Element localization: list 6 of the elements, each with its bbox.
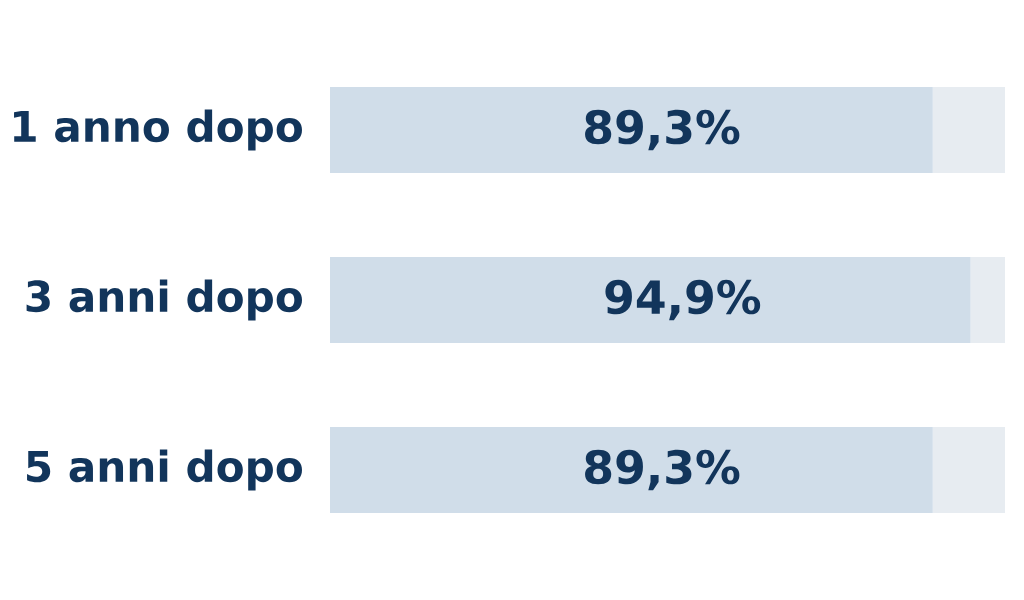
data-label: 89,3% bbox=[585, 449, 740, 491]
data-label: 94,9% bbox=[605, 279, 761, 321]
y-tick-label: 5 anni dopo bbox=[27, 449, 302, 491]
y-tick-label: 3 anni dopo bbox=[26, 279, 302, 321]
data-label: 89,3% bbox=[585, 109, 740, 151]
y-tick-label: 1 anno dopo bbox=[14, 109, 302, 151]
